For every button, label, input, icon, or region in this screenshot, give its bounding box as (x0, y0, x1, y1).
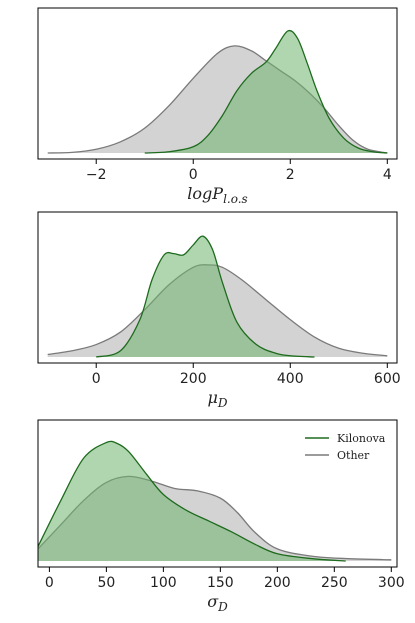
x-tick-label: −2 (86, 167, 107, 183)
plot-area (47, 29, 388, 154)
x-tick-label: 600 (374, 371, 401, 387)
kilonova-density-fill (144, 30, 388, 153)
x-axis-label: μD (207, 388, 227, 410)
plot-area (47, 235, 388, 358)
subplot-2: 0 200 400 600 μD (37, 211, 401, 410)
x-tick-label: 0 (45, 575, 54, 591)
x-tick-label: 50 (97, 575, 115, 591)
kilonova-density-fill (96, 236, 315, 357)
legend: Kilonova Other (305, 432, 386, 462)
kilonova-density-fill (38, 441, 346, 561)
x-tick-label: 4 (383, 167, 392, 183)
axis-frame (37, 419, 398, 568)
kilonova-density-line (144, 29, 388, 154)
x-tick-label: 0 (92, 371, 101, 387)
x-tick-label: 0 (189, 167, 198, 183)
x-tick-label: 2 (286, 167, 295, 183)
legend-label-other: Other (337, 449, 370, 462)
x-tick-label: 200 (264, 575, 291, 591)
x-tick-label: 250 (321, 575, 348, 591)
x-axis-label: σD (207, 592, 228, 614)
other-density-line (47, 45, 388, 154)
kilonova-density-line (96, 235, 315, 358)
kilonova-density-line (38, 440, 346, 562)
x-axis-label: logPl.o.s (187, 184, 247, 206)
x-tick-label: 300 (378, 575, 405, 591)
subplot-1: −2 0 2 4 logPl.o.s (37, 7, 398, 206)
plot-area (38, 440, 392, 562)
x-tick-label: 100 (150, 575, 177, 591)
subplot-3: 0 50 100 150 200 250 300 σD Kilonova Other (37, 419, 405, 614)
axis-frame (37, 211, 398, 364)
legend-label-kilonova: Kilonova (337, 432, 386, 445)
x-tick-label: 200 (180, 371, 207, 387)
x-tick-label: 400 (277, 371, 304, 387)
x-tick-label: 150 (207, 575, 234, 591)
axis-frame (37, 7, 398, 160)
